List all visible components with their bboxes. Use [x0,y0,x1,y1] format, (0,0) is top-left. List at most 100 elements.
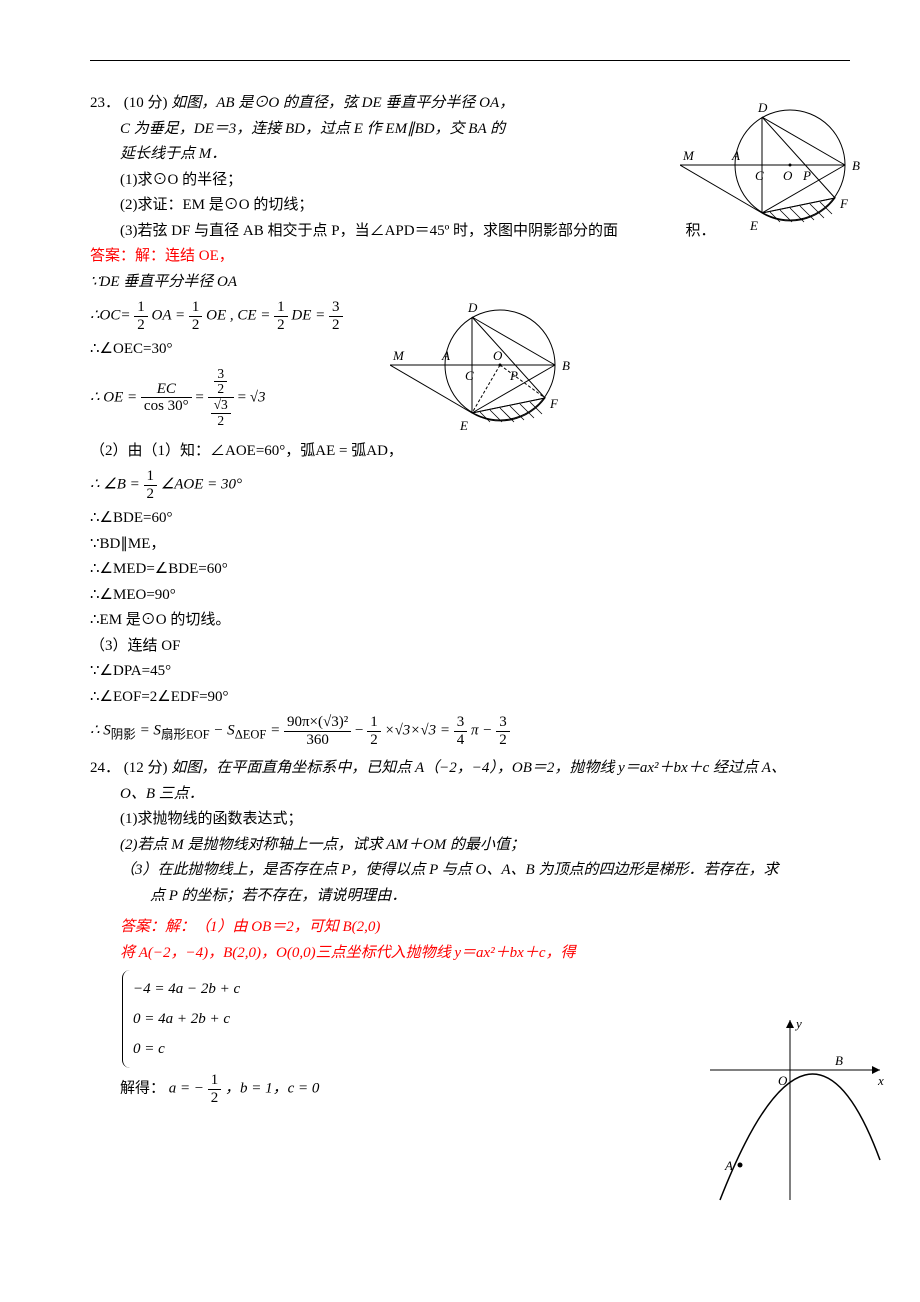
lbl2-A: A [441,348,450,363]
p2l2-suf: ∠AOE = 30° [161,477,242,493]
p24-q3b: 点 P 的坐标；若不存在，请说明理由． [150,888,406,904]
fig-p24: A B O x y [700,1010,890,1215]
p24-number: 24． [90,760,120,776]
lbl2-E: E [459,418,468,433]
s4-n1: EC [141,381,192,399]
lbl2-C: C [465,368,474,383]
p24-stem2: O、B 三点． [120,786,204,802]
p23-s3: ∴∠OEC=30° [90,341,172,357]
p23-number: 23． [90,95,120,111]
half-d2: 2 [189,317,203,334]
p24-q1: (1)求抛物线的函数表达式； [120,811,303,827]
p24-ans1: 答案：解：（1）由 OB＝2，可知 B(2,0) [120,919,380,935]
p3l4-n2: 1 [367,714,381,732]
p3l4-s1: 阴影 [111,728,136,742]
lbl2-P: P [509,368,518,383]
p23-stem3: 延长线于点 M． [120,146,226,162]
p2l2-d: 2 [144,486,158,503]
sys-eq2: 0 = 4a + 2b + c [133,1004,240,1034]
plbl-B: B [835,1053,843,1068]
p23-points: (10 分) [124,95,168,111]
p23-p3l1: （3）连结 OF [90,638,180,654]
lbl2-O: O [493,348,503,363]
three-n: 3 [329,299,343,317]
sol-b: ，b = 1，c = 0 [225,1081,319,1097]
p3l4-tail: ×√3×√3 = [384,723,453,739]
s2-m3: DE = [291,307,325,323]
p23-p2l7: ∴EM 是⊙O 的切线。 [90,612,230,628]
half-d3: 2 [274,317,288,334]
p23-q1: (1)求⊙O 的半径； [120,172,242,188]
p23-p3l4: ∴ S阴影 = S扇形EOF − SΔEOF = 90π×(√3)²360 − … [90,714,850,748]
p23-s1: ∵DE 垂直平分半径 OA [90,274,237,290]
p23-p2l2: ∴ ∠B = 12 ∠AOE = 30° [90,468,850,502]
plbl-x: x [877,1073,884,1088]
s2-m1: OA = [152,307,186,323]
s2-pre: ∴OC= [90,307,131,323]
lbl-D: D [757,100,768,115]
fig-p23-mid: M A C O P B D E F [390,290,590,445]
p3l4-e2: = [270,723,284,739]
p3l4-mid: − [355,723,367,739]
p3l4-n3: 3 [454,714,468,732]
p3l4-d2: 2 [367,732,381,749]
sys-eq3: 0 = c [133,1034,240,1064]
p3l4-pre: ∴ S [90,723,111,739]
s4-eq1: = [195,389,203,405]
p23-p2l4: ∵BD∥ME， [90,536,165,552]
lbl-B: B [852,158,860,173]
lbl-M: M [682,148,695,163]
sol-a-pre: a = − [169,1081,204,1097]
sys-eq1: −4 = 4a − 2b + c [133,974,240,1004]
p3l4-d4: 2 [496,732,510,749]
plbl-y: y [794,1016,802,1031]
s4-nn: 3 [214,367,227,383]
top-rule [90,60,850,61]
fig-p23-top: M A C O P B D E F [680,90,880,245]
p23-p3l3: ∴∠EOF=2∠EDF=90° [90,689,229,705]
half-n3: 1 [274,299,288,317]
s4-nd: 2 [214,382,227,397]
half-n2: 1 [189,299,203,317]
p23-p2l5: ∴∠MED=∠BDE=60° [90,561,228,577]
p2l2-pre: ∴ ∠B = [90,477,140,493]
lbl-O: O [783,168,793,183]
s2-m2: OE , CE = [206,307,270,323]
p23-p3l2: ∵∠DPA=45° [90,663,171,679]
p23-q2: (2)求证：EM 是⊙O 的切线； [120,197,313,213]
p23-stem2: C 为垂足，DE＝3，连接 BD，过点 E 作 EM∥BD，交 BA 的 [120,121,505,137]
circle-diagram-mid: M A C O P B D E F [390,290,590,440]
p24-q3a: （3）在此抛物线上，是否存在点 P，使得以点 P 与点 O、A、B 为顶点的四边… [120,862,778,878]
lbl-E: E [749,218,758,233]
p23-ans-label: 答案：解：连结 OE， [90,248,234,264]
p3l4-e1: = S [140,723,161,739]
lbl-F: F [839,196,849,211]
lbl2-F: F [549,396,559,411]
sol-a-n: 1 [208,1072,222,1090]
sol-a-d: 2 [208,1090,222,1107]
p24-stem1: 如图，在平面直角坐标系中，已知点 A（−2，−4），OB＝2，抛物线 y＝ax²… [171,760,786,776]
lbl-C: C [755,168,764,183]
s4-val: √3 [250,389,266,405]
lbl-A: A [731,148,740,163]
circle-diagram-top: M A C O P B D E F [680,90,880,240]
lbl-P: P [802,168,811,183]
p24-q2: (2)若点 M 是抛物线对称轴上一点，试求 AM＋OM 的最小值； [120,837,525,853]
p24-ans2: 将 A(−2，−4)，B(2,0)，O(0,0)三点坐标代入抛物线 y＝ax²＋… [120,945,576,961]
half-n1: 1 [134,299,148,317]
lbl2-B: B [562,358,570,373]
parabola-diagram: A B O x y [700,1010,890,1210]
three-d: 2 [329,317,343,334]
p24-line1: 24． (12 分) 如图，在平面直角坐标系中，已知点 A（−2，−4），OB＝… [90,756,850,782]
lbl2-M: M [392,348,405,363]
plbl-A: A [724,1158,733,1173]
p23-p2l6: ∴∠MEO=90° [90,587,176,603]
p3l4-n4: 3 [496,714,510,732]
s4-eq2: = [238,389,246,405]
p3l4-s3: ΔEOF [235,728,267,742]
p3l4-pi: π − [471,723,496,739]
p23-q3a: (3)若弦 DF 与直径 AB 相交于点 P，当∠APD＝45º 时，求图中阴影… [120,223,618,239]
p2l2-n: 1 [144,468,158,486]
p3l4-n1: 90π×(√3)² [284,714,351,732]
p3l4-s2: 扇形EOF [161,728,210,742]
